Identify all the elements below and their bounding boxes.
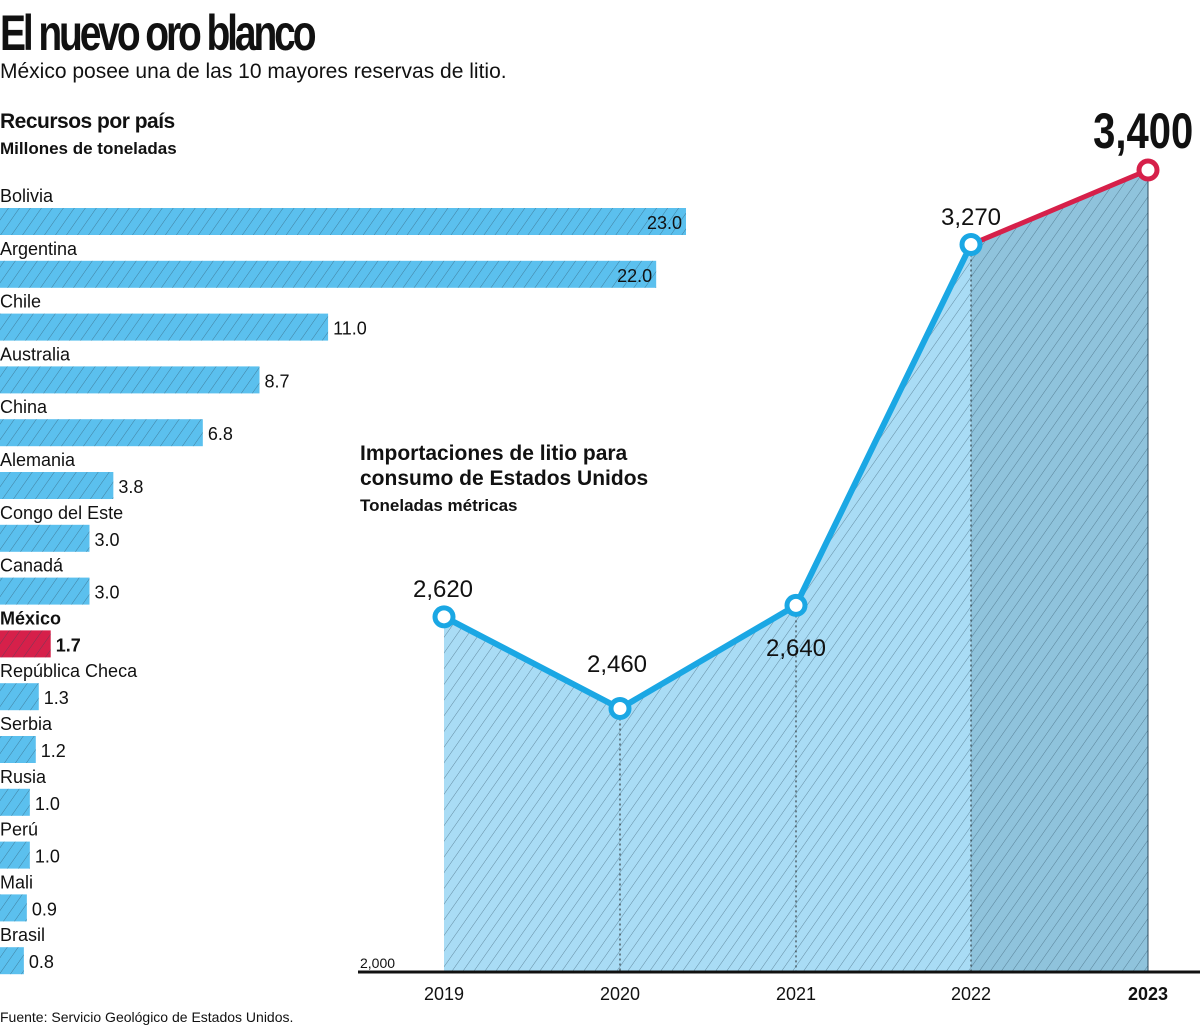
bar-hatch: [0, 208, 686, 235]
bar-hatch: [0, 472, 114, 499]
bar-value-label: 8.7: [264, 371, 289, 391]
data-label: 2,640: [766, 635, 826, 662]
bar-value-label: 23.0: [647, 213, 682, 233]
bar-category-label: Rusia: [0, 767, 47, 787]
series-line: [442, 243, 974, 712]
page-title: El nuevo oro blanco: [0, 5, 317, 61]
bar-category-label: Alemania: [0, 450, 76, 470]
data-label: 3,400: [1093, 103, 1193, 159]
bar-hatch: [0, 577, 90, 605]
line-chart-title: Importaciones de litio para consumo de E…: [360, 442, 649, 490]
line-chart-unit: Toneladas métricas: [360, 496, 518, 515]
bar-hatch: [0, 524, 90, 552]
bar-category-label: Canadá: [0, 556, 64, 576]
bar-hatch: [0, 683, 39, 711]
bar-hatch: [0, 788, 30, 816]
bar-hatch: [0, 947, 24, 975]
bar-value-label: 3.8: [118, 477, 143, 497]
bar-value-label: 0.9: [32, 899, 57, 919]
bar-value-label: 6.8: [208, 424, 233, 444]
data-point: [959, 232, 983, 256]
source-note: Fuente: Servicio Geológico de Estados Un…: [0, 1009, 294, 1025]
data-point: [608, 696, 632, 720]
bar-category-label: Bolivia: [0, 186, 54, 206]
x-tick-label: 2019: [424, 984, 464, 1004]
bar-category-label: Perú: [0, 820, 38, 840]
x-tick-label: 2020: [600, 984, 640, 1004]
bar-category-label: República Checa: [0, 661, 138, 681]
bar-chart-unit: Millones de toneladas: [0, 139, 177, 158]
bar-value-label: 1.0: [35, 847, 60, 867]
bar-value-label: 3.0: [94, 530, 119, 550]
x-tick-label: 2022: [951, 984, 991, 1004]
bar-category-label: Congo del Este: [0, 503, 123, 523]
bar-chart-title: Recursos por país: [0, 110, 175, 133]
bar-hatch: [0, 841, 30, 869]
bar-value-label: 11.0: [333, 319, 367, 339]
bar-value-label: 1.3: [44, 688, 69, 708]
bar-hatch: [0, 630, 51, 658]
bar-value-label: 1.0: [35, 794, 60, 814]
bar-category-label: Argentina: [0, 239, 78, 259]
bar-value-label: 0.8: [29, 952, 54, 972]
data-label: 2,460: [587, 651, 647, 678]
bar-value-label: 1.7: [56, 635, 81, 655]
data-label: 2,620: [413, 576, 473, 603]
bar-hatch: [0, 313, 329, 341]
bar-value-label: 3.0: [94, 583, 119, 603]
y-tick-label: 2,000: [360, 955, 395, 971]
bar-value-label: 22.0: [617, 266, 652, 286]
area-hatch-highlight: [971, 170, 1148, 972]
bar-category-label: Australia: [0, 344, 71, 364]
bar-value-label: 1.2: [41, 741, 66, 761]
bar-category-label: China: [0, 397, 48, 417]
x-tick-label: 2021: [776, 984, 816, 1004]
page-subtitle: México posee una de las 10 mayores reser…: [0, 60, 507, 83]
bar-hatch: [0, 894, 27, 922]
bar-category-label: México: [0, 608, 61, 628]
x-tick-label: 2023: [1128, 984, 1168, 1004]
data-point: [784, 593, 808, 617]
area-hatch: [444, 244, 971, 972]
data-label: 3,270: [941, 204, 1001, 231]
bar-category-label: Mali: [0, 872, 33, 892]
bar-category-label: Serbia: [0, 714, 53, 734]
data-point: [432, 605, 456, 629]
bar-hatch: [0, 736, 36, 763]
series-line-highlight: [970, 167, 1149, 247]
bar-category-label: Brasil: [0, 925, 45, 945]
bar-hatch: [0, 419, 203, 447]
bar-hatch: [0, 366, 260, 394]
data-point: [1136, 158, 1160, 182]
bar-category-label: Chile: [0, 292, 41, 312]
bar-hatch: [0, 260, 657, 288]
